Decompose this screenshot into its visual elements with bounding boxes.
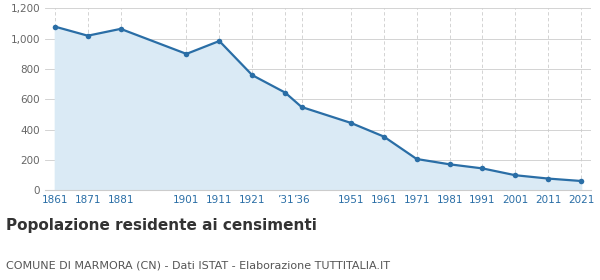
- Point: [478, 166, 487, 171]
- Text: Popolazione residente ai censimenti: Popolazione residente ai censimenti: [6, 218, 317, 234]
- Point: [182, 52, 191, 56]
- Point: [116, 27, 125, 31]
- Point: [544, 176, 553, 181]
- Point: [412, 157, 421, 161]
- Point: [511, 173, 520, 178]
- Point: [280, 90, 290, 95]
- Point: [346, 121, 356, 125]
- Text: COMUNE DI MARMORA (CN) - Dati ISTAT - Elaborazione TUTTITALIA.IT: COMUNE DI MARMORA (CN) - Dati ISTAT - El…: [6, 260, 390, 270]
- Point: [215, 39, 224, 43]
- Point: [379, 134, 389, 139]
- Point: [445, 162, 454, 167]
- Point: [247, 73, 257, 77]
- Point: [50, 24, 59, 29]
- Point: [297, 105, 307, 109]
- Point: [83, 34, 92, 38]
- Point: [577, 179, 586, 183]
